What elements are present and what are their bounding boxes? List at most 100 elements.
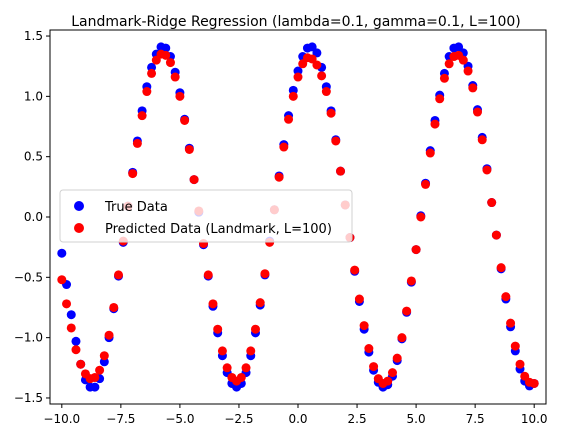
data-point <box>354 294 364 304</box>
y-tick-label: −0.5 <box>14 270 43 284</box>
data-point <box>189 175 199 185</box>
data-point <box>208 299 218 309</box>
data-point <box>217 346 227 356</box>
data-point <box>90 382 100 392</box>
x-axis: −10.0 −7.5 −5.0 −2.5 0.0 2.5 5.0 7.5 10.0 <box>43 404 548 426</box>
data-point <box>250 324 260 334</box>
data-point <box>66 310 76 320</box>
data-point <box>71 336 81 346</box>
data-point <box>260 269 270 279</box>
data-point <box>274 172 284 182</box>
data-point <box>491 230 501 240</box>
x-tick-label: 10.0 <box>521 412 548 426</box>
data-point <box>473 107 482 117</box>
data-point <box>331 136 341 146</box>
chart-title: Landmark-Ridge Regression (lambda=0.1, g… <box>71 14 521 30</box>
data-point <box>477 135 487 145</box>
data-point <box>142 87 152 97</box>
y-tick-label: −1.5 <box>14 391 43 405</box>
x-tick-label: 2.5 <box>348 412 367 426</box>
data-point <box>312 60 322 70</box>
data-point <box>293 72 303 82</box>
data-point <box>104 330 114 340</box>
data-point <box>279 142 289 152</box>
data-point <box>165 58 175 68</box>
data-point <box>383 376 393 386</box>
data-point <box>99 351 109 361</box>
data-point <box>57 248 67 258</box>
data-point <box>397 333 407 343</box>
data-point <box>95 365 105 375</box>
data-point <box>416 212 426 222</box>
data-point <box>326 108 336 118</box>
y-tick-label: 0.0 <box>24 210 43 224</box>
data-point <box>137 111 147 121</box>
data-point <box>71 345 81 355</box>
data-point <box>312 48 322 58</box>
data-point <box>222 363 232 373</box>
points-layer <box>57 42 539 392</box>
data-point <box>421 179 431 189</box>
data-point <box>246 346 256 356</box>
data-point <box>321 87 331 97</box>
data-point <box>161 43 171 53</box>
x-tick-label: −2.5 <box>224 412 253 426</box>
y-tick-label: −1.0 <box>14 331 43 345</box>
data-point <box>62 299 72 309</box>
data-point <box>307 54 317 64</box>
data-point <box>364 344 374 353</box>
x-tick-label: −10.0 <box>43 412 80 426</box>
data-point <box>307 42 317 52</box>
legend-label-true-data: True Data <box>104 200 168 215</box>
data-point <box>468 83 478 93</box>
data-point <box>411 245 421 255</box>
data-point <box>236 372 246 382</box>
data-point <box>76 359 86 369</box>
x-tick-label: 7.5 <box>466 412 485 426</box>
data-point <box>515 359 525 369</box>
legend-box <box>59 189 353 243</box>
legend-label-predicted-data: Predicted Data (Landmark, L=100) <box>105 222 332 237</box>
data-point <box>458 55 468 65</box>
data-point <box>482 165 492 175</box>
data-point <box>298 59 308 69</box>
data-point <box>284 114 294 124</box>
data-point <box>57 275 67 285</box>
data-point <box>66 323 76 333</box>
data-point <box>151 55 161 65</box>
data-point <box>387 368 397 378</box>
data-point <box>317 71 327 81</box>
data-point <box>406 276 416 286</box>
data-point <box>161 50 171 60</box>
y-axis: −1.5 −1.0 −0.5 0.0 0.5 1.0 1.5 <box>14 29 50 405</box>
data-point <box>487 198 497 208</box>
data-point <box>90 372 100 382</box>
x-tick-label: −5.0 <box>165 412 194 426</box>
series-predicted-data <box>57 49 539 388</box>
data-point <box>369 362 379 372</box>
data-point <box>114 270 123 280</box>
y-tick-label: 0.5 <box>24 150 43 164</box>
data-point <box>180 115 190 125</box>
data-point <box>529 378 539 388</box>
legend-marker-predicted-data <box>74 223 84 233</box>
data-point <box>510 341 520 351</box>
data-point <box>435 94 445 104</box>
data-point <box>128 169 138 179</box>
data-point <box>184 144 194 154</box>
y-tick-label: 1.0 <box>24 89 43 103</box>
x-tick-label: 5.0 <box>407 412 426 426</box>
data-point <box>203 270 213 280</box>
data-point <box>132 138 142 148</box>
data-point <box>255 298 265 308</box>
data-point <box>170 72 180 82</box>
x-tick-label: −7.5 <box>106 412 135 426</box>
data-point <box>454 42 464 52</box>
data-point <box>501 292 511 302</box>
data-point <box>444 59 454 69</box>
data-point <box>175 91 185 101</box>
legend-marker-true-data <box>74 201 84 211</box>
data-point <box>288 91 298 101</box>
